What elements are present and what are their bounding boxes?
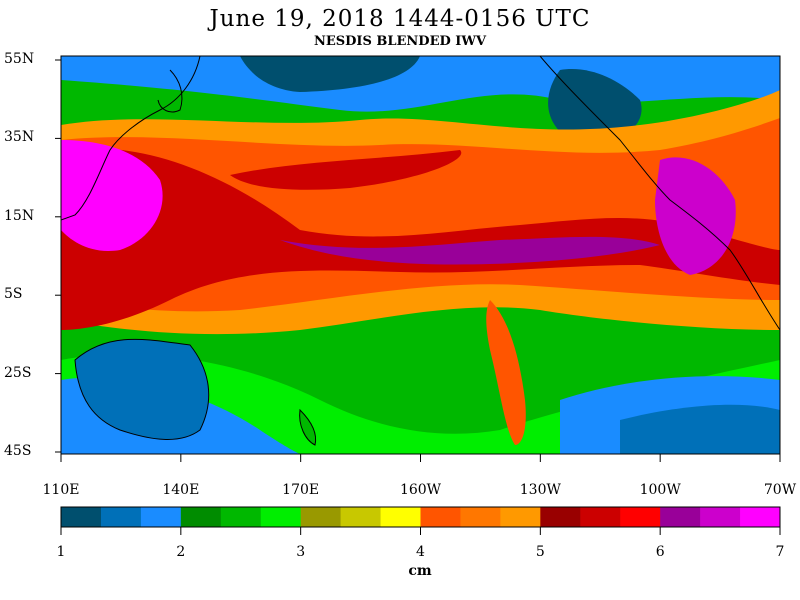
lat-label: 25S (4, 364, 32, 381)
colorbar-swatch (100, 507, 142, 527)
colorbar-swatch (220, 507, 262, 527)
longitude-ticks (60, 454, 781, 462)
map-field (61, 56, 780, 454)
colorbar-tick-label: 1 (56, 544, 66, 560)
lon-label: 130W (519, 482, 561, 498)
colorbar-tick-label: 5 (535, 544, 545, 560)
lat-label: 35N (4, 129, 35, 146)
colorbar-swatch (380, 507, 421, 527)
colorbar-swatch (340, 507, 382, 527)
lon-label: 160W (399, 482, 442, 498)
map-subtitle: NESDIS BLENDED IWV (313, 34, 487, 49)
field-itcz-core (280, 236, 660, 265)
field-itcz (61, 148, 780, 330)
field-warm-pool (61, 140, 163, 251)
colorbar (60, 506, 781, 535)
americas-coastline (539, 56, 780, 331)
field-central-america-moist (655, 157, 736, 275)
field-northeast-dry (548, 69, 642, 143)
lon-label: 70W (763, 482, 797, 498)
colorbar-swatch (140, 507, 182, 527)
colorbar-swatch (700, 507, 741, 527)
lat-label: 45S (4, 443, 32, 459)
colorbar-tick-label: 3 (296, 544, 306, 560)
colorbar-swatch (540, 507, 581, 527)
field-south-dry-east-core (620, 404, 780, 454)
colorbar-swatch (660, 507, 701, 527)
lat-label: 55N (4, 51, 35, 67)
colorbar-swatch (580, 507, 621, 527)
colorbar-swatch (61, 507, 102, 527)
colorbar-tick-label: 4 (416, 544, 425, 560)
colorbar-swatch (740, 507, 781, 527)
latitude-ticks (55, 59, 61, 453)
colorbar-swatch (260, 507, 302, 527)
lon-label: 140E (162, 482, 200, 498)
new-zealand-outline (299, 408, 317, 446)
lon-label: 110E (42, 482, 80, 498)
japan-outline (157, 69, 183, 113)
australia-outline (74, 338, 210, 440)
colorbar-swatch (620, 507, 661, 527)
colorbar-swatch (420, 507, 461, 527)
field-north-dry-core (240, 56, 420, 92)
colorbar-tick-label: 7 (775, 544, 785, 560)
colorbar-swatch (180, 507, 222, 527)
colorbar-swatch (460, 507, 501, 527)
colorbar-units: cm (408, 563, 432, 579)
colorbar-swatch (500, 507, 541, 527)
map-title: June 19, 2018 1444-0156 UTC (209, 6, 591, 32)
lat-label: 15N (4, 207, 35, 224)
lat-label: 5S (4, 286, 23, 303)
lon-label: 170E (282, 482, 320, 498)
colorbar-swatch (300, 507, 342, 527)
field-subtropical-streak (230, 150, 462, 190)
lon-label: 100W (639, 482, 681, 498)
field-moisture-plume (486, 300, 526, 445)
colorbar-tick-label: 2 (176, 544, 186, 560)
colorbar-tick-label: 6 (655, 544, 665, 560)
asia-coastline (61, 56, 201, 221)
